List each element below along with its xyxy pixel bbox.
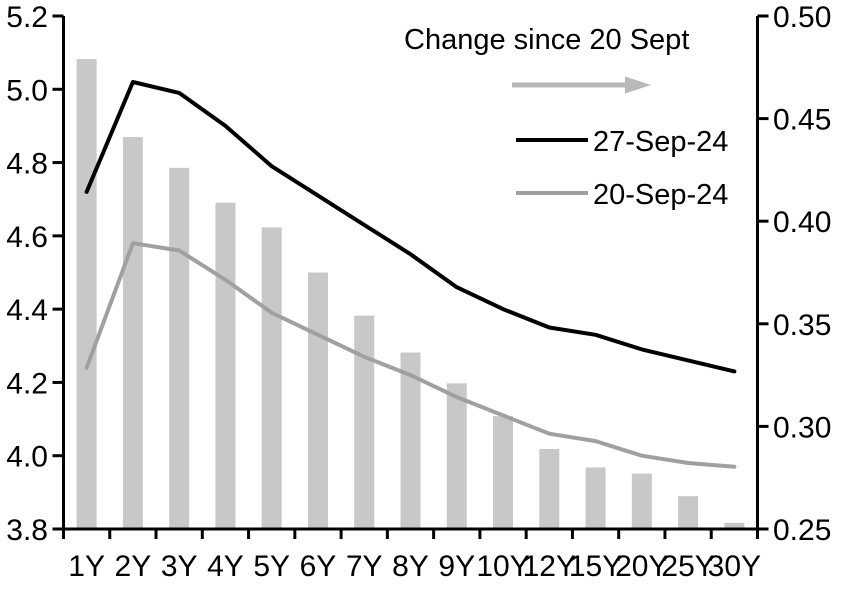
left-axis-tick-label: 5.0 xyxy=(6,74,48,107)
left-axis-tick-label: 4.0 xyxy=(6,441,48,474)
x-axis-label-3Y: 3Y xyxy=(161,550,198,583)
bar-7Y xyxy=(354,315,375,529)
right-axis-tick-label: 0.50 xyxy=(773,1,831,34)
left-axis-tick-label: 4.6 xyxy=(6,221,48,254)
bar-15Y xyxy=(585,467,606,529)
x-axis-label-7Y: 7Y xyxy=(346,550,383,583)
x-axis-label-30Y: 30Y xyxy=(708,550,761,583)
x-axis-label-10Y: 10Y xyxy=(476,550,529,583)
x-axis-label-5Y: 5Y xyxy=(253,550,290,583)
right-axis-tick-label: 0.30 xyxy=(773,411,831,444)
x-axis-label-20Y: 20Y xyxy=(615,550,668,583)
legend-label-27-sep-24: 27-Sep-24 xyxy=(593,126,729,158)
left-axis-tick-label: 4.8 xyxy=(6,148,48,181)
left-axis-tick-label: 3.8 xyxy=(6,514,48,547)
right-axis-tick-label: 0.25 xyxy=(773,514,831,547)
x-axis-label-12Y: 12Y xyxy=(523,550,576,583)
bar-10Y xyxy=(493,416,514,529)
x-axis-label-6Y: 6Y xyxy=(300,550,337,583)
bar-12Y xyxy=(539,448,560,529)
line-20-sep-24 xyxy=(84,241,737,469)
bar-20Y xyxy=(631,473,652,529)
bar-2Y xyxy=(122,137,143,529)
right-axis-tick-label: 0.35 xyxy=(773,309,831,342)
x-axis-label-15Y: 15Y xyxy=(569,550,622,583)
x-axis-label-25Y: 25Y xyxy=(661,550,714,583)
bar-6Y xyxy=(307,272,328,529)
x-axis-label-1Y: 1Y xyxy=(68,550,105,583)
line-27-sep-24 xyxy=(84,80,737,374)
x-axis-label-8Y: 8Y xyxy=(392,550,429,583)
bar-9Y xyxy=(446,383,467,529)
bar-1Y xyxy=(76,59,97,529)
x-axis-label-4Y: 4Y xyxy=(207,550,244,583)
right-axis-tick-label: 0.45 xyxy=(773,104,831,137)
left-axis-tick-label: 4.4 xyxy=(6,294,48,327)
bar-8Y xyxy=(400,352,421,529)
bar-3Y xyxy=(169,167,190,529)
bar-25Y xyxy=(678,496,699,529)
bar-30Y xyxy=(724,522,745,529)
right-axis-tick-label: 0.40 xyxy=(773,206,831,239)
legend-arrow-icon xyxy=(625,76,651,94)
left-axis-tick-label: 4.2 xyxy=(6,367,48,400)
x-axis-label-2Y: 2Y xyxy=(115,550,152,583)
bar-4Y xyxy=(215,202,236,529)
left-axis-tick-label: 5.2 xyxy=(6,1,48,34)
legend-title: Change since 20 Sept xyxy=(404,24,690,56)
legend-label-20-sep-24: 20-Sep-24 xyxy=(593,179,729,211)
bar-5Y xyxy=(261,227,282,529)
x-axis-label-9Y: 9Y xyxy=(438,550,475,583)
